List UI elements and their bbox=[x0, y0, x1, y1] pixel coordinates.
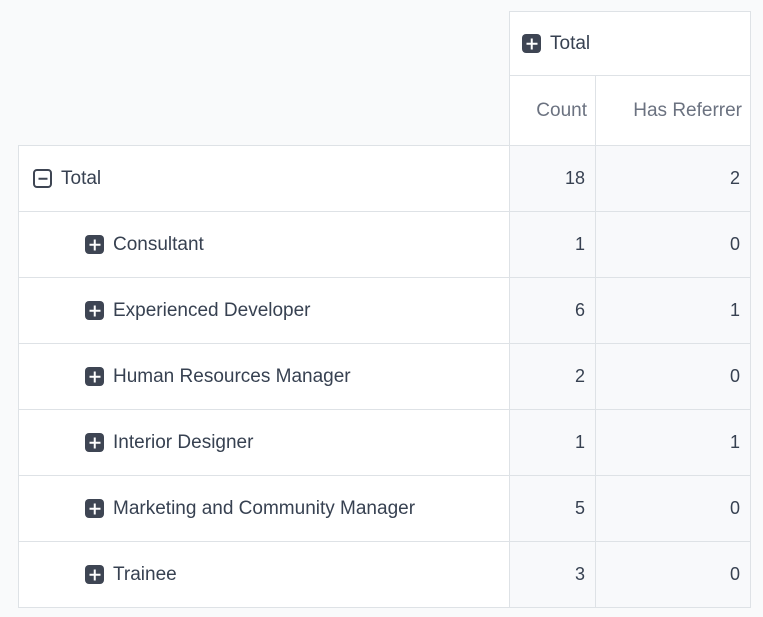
value-cell-has-referrer: 0 bbox=[595, 343, 751, 410]
value-cell-has-referrer: 1 bbox=[595, 277, 751, 344]
value-cell-count: 3 bbox=[509, 541, 596, 608]
table-row: Marketing and Community Manager 5 0 bbox=[18, 475, 751, 542]
row-header[interactable]: Trainee bbox=[18, 541, 510, 608]
value-cell-has-referrer: 2 bbox=[595, 145, 751, 212]
column-group-label: Total bbox=[550, 32, 591, 54]
row-label: Marketing and Community Manager bbox=[113, 497, 416, 519]
table-row: Trainee 3 0 bbox=[18, 541, 751, 608]
row-label: Interior Designer bbox=[113, 431, 254, 453]
table-row: Experienced Developer 6 1 bbox=[18, 277, 751, 344]
value-cell-count: 5 bbox=[509, 475, 596, 542]
row-label: Experienced Developer bbox=[113, 299, 311, 321]
value-cell-has-referrer: 0 bbox=[595, 541, 751, 608]
expand-icon[interactable] bbox=[85, 235, 104, 254]
column-group-header-row: Total bbox=[19, 11, 751, 76]
value-cell-count: 6 bbox=[509, 277, 596, 344]
collapse-icon[interactable] bbox=[33, 169, 52, 188]
measure-header-has-referrer[interactable]: Has Referrer bbox=[595, 75, 751, 146]
expand-icon[interactable] bbox=[85, 301, 104, 320]
row-header[interactable]: Experienced Developer bbox=[18, 277, 510, 344]
row-label: Consultant bbox=[113, 233, 204, 255]
table-row: Human Resources Manager 2 0 bbox=[18, 343, 751, 410]
row-label: Trainee bbox=[113, 563, 177, 585]
expand-icon[interactable] bbox=[85, 499, 104, 518]
table-row: Interior Designer 1 1 bbox=[18, 409, 751, 476]
value-cell-count: 1 bbox=[509, 211, 596, 278]
row-header[interactable]: Interior Designer bbox=[18, 409, 510, 476]
row-header[interactable]: Total bbox=[18, 145, 510, 212]
expand-icon[interactable] bbox=[85, 367, 104, 386]
expand-icon[interactable] bbox=[85, 433, 104, 452]
row-header[interactable]: Human Resources Manager bbox=[18, 343, 510, 410]
blank-cell bbox=[19, 12, 510, 76]
value-cell-has-referrer: 0 bbox=[595, 211, 751, 278]
value-cell-count: 1 bbox=[509, 409, 596, 476]
measure-header-count[interactable]: Count bbox=[509, 75, 596, 146]
value-cell-count: 2 bbox=[509, 343, 596, 410]
row-header[interactable]: Marketing and Community Manager bbox=[18, 475, 510, 542]
row-label: Total bbox=[61, 167, 102, 189]
table-row: Total 18 2 bbox=[18, 145, 751, 212]
row-header[interactable]: Consultant bbox=[18, 211, 510, 278]
row-label: Human Resources Manager bbox=[113, 365, 351, 387]
blank-cell bbox=[19, 76, 510, 146]
measure-header-row: Count Has Referrer bbox=[19, 75, 751, 146]
expand-icon[interactable] bbox=[85, 565, 104, 584]
value-cell-has-referrer: 1 bbox=[595, 409, 751, 476]
pivot-table: Total Count Has Referrer Total 18 2 Cons… bbox=[18, 11, 751, 608]
table-row: Consultant 1 0 bbox=[18, 211, 751, 278]
value-cell-has-referrer: 0 bbox=[595, 475, 751, 542]
column-group-header-total[interactable]: Total bbox=[509, 11, 751, 76]
value-cell-count: 18 bbox=[509, 145, 596, 212]
expand-icon[interactable] bbox=[522, 34, 541, 53]
